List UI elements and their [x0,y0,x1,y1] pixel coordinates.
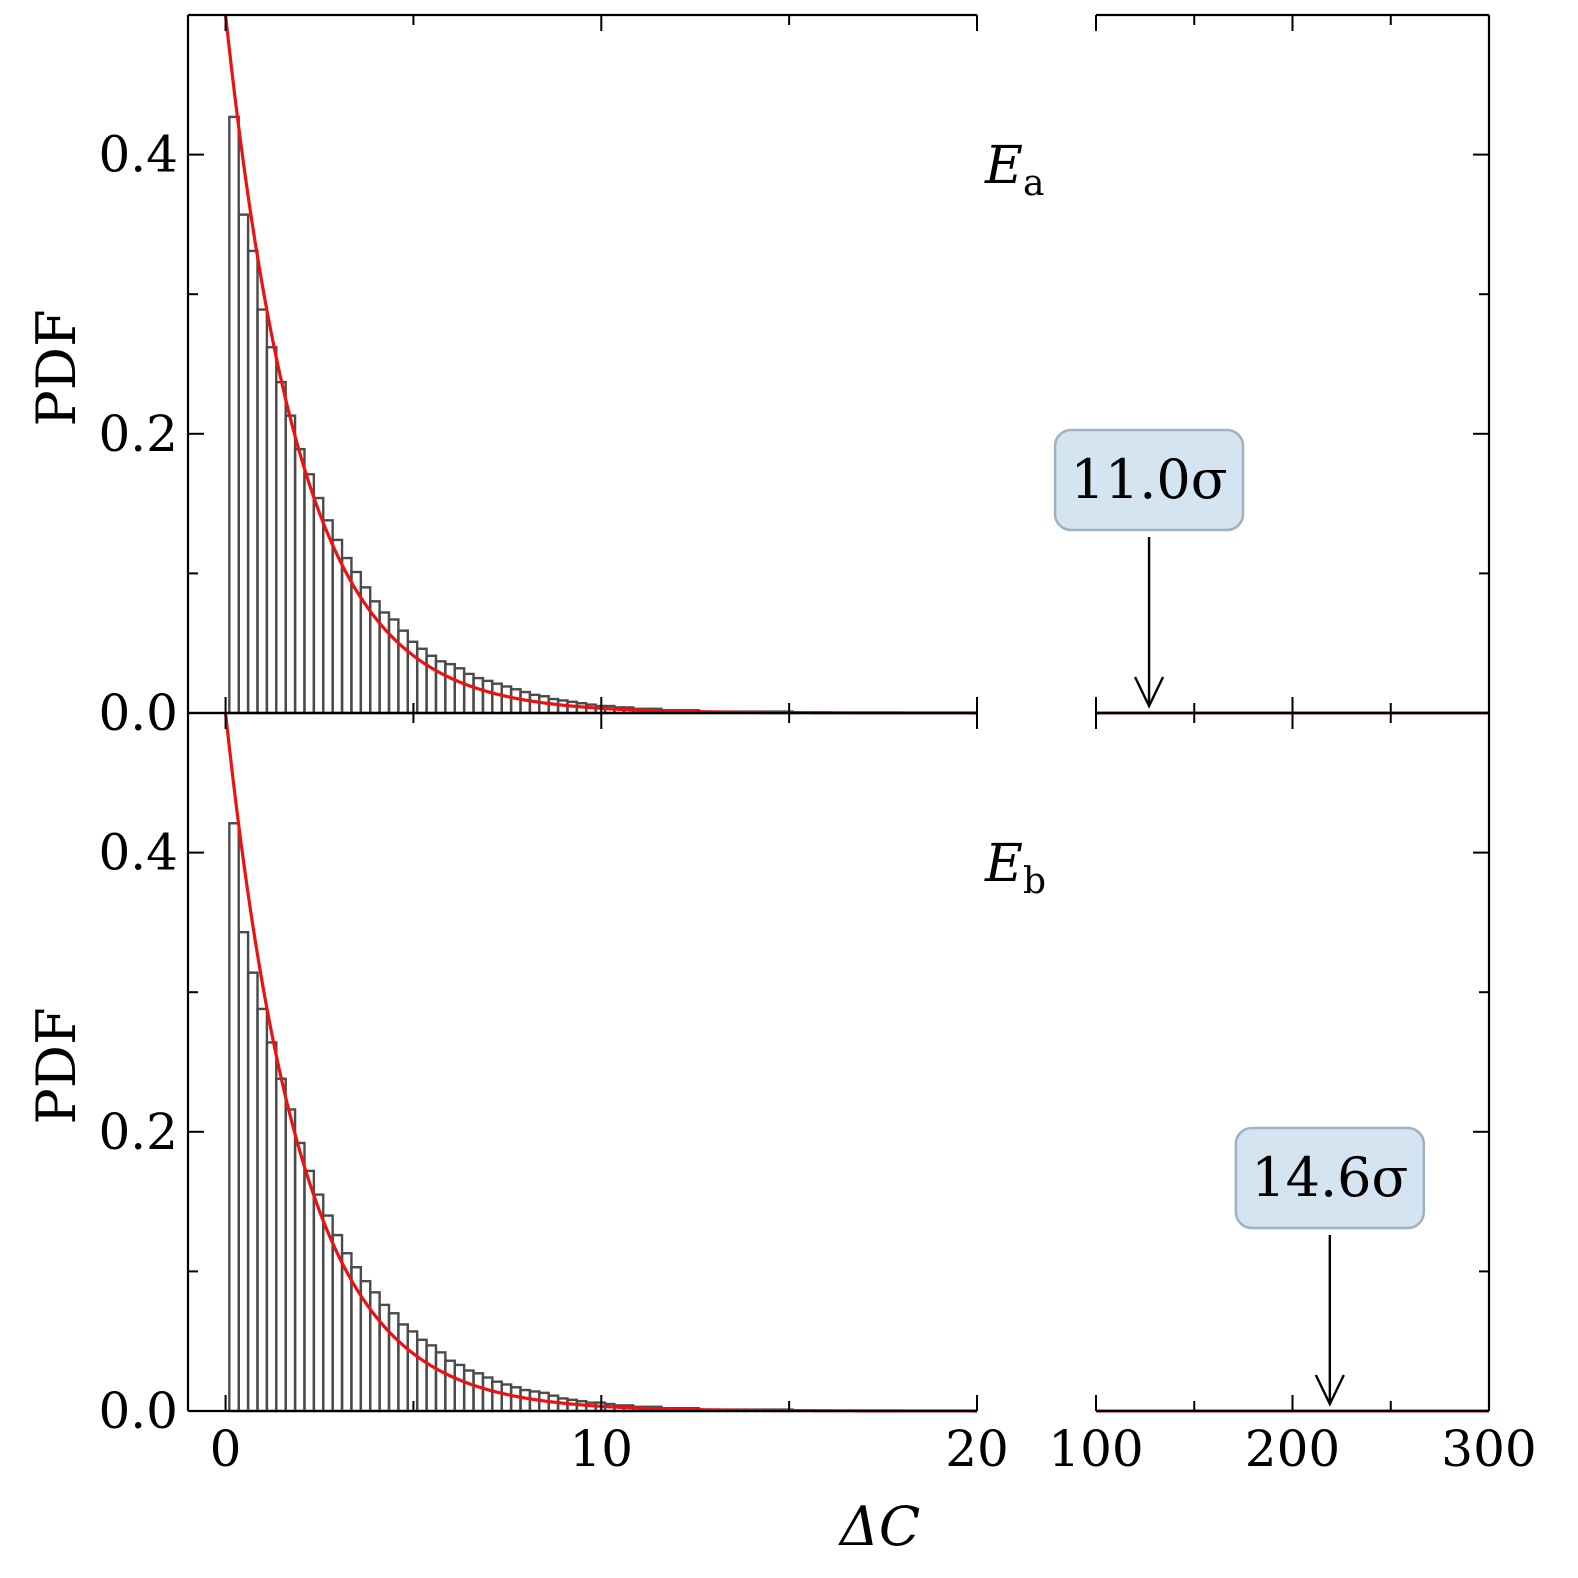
fit-curve-b [223,712,977,1413]
histogram-bar-a [237,213,250,715]
histogram-bar-b [228,822,240,1413]
histogram-bar-b [491,1380,503,1413]
chart-marks: 0.0 0.2 0.4 11.0σ 0.0 0.2 0.4 14.6σ 0 10 20 100 200 3… [98,13,1537,1478]
histogram-bar-b [444,1359,456,1413]
histogram-bar-b [237,930,250,1413]
y-tick-label-a: 0.2 [98,405,178,463]
y-tick-label-b: 0.0 [98,1382,178,1440]
histogram-bar-b [387,1312,400,1413]
histogram-bar-b [415,1338,428,1413]
panel-label-a-sub: a [1023,163,1044,204]
histogram-bar-b [481,1376,494,1413]
panel-label-a-main: E [984,136,1023,196]
histogram-bar-b [434,1351,447,1413]
x-tick-label: 10 [569,1420,633,1478]
annotation-arrowhead-a [1133,676,1165,709]
histogram-bar-b [322,1214,334,1413]
annotation-text-a: 11.0σ [1071,448,1228,511]
histogram-bar-a [256,308,269,715]
histogram-bar-b [275,1077,287,1413]
histogram-bar-a [434,660,447,715]
fit-curve-a [223,14,977,715]
histogram-bar-a [509,688,522,715]
histogram-bar-b [293,1141,306,1413]
histogram-bar-b [303,1169,316,1413]
annotation-text-b: 14.6σ [1251,1146,1408,1209]
histogram-bar-a [472,676,485,715]
histogram-bar-a [481,679,494,715]
histogram-bar-b [462,1369,475,1413]
histogram-bar-a [293,447,306,715]
histogram-bar-b [284,1108,297,1413]
histogram-bar-a [246,249,259,715]
histogram-bar-a [331,538,344,715]
histogram-bar-b [519,1388,532,1413]
histogram-bar-a [322,519,334,715]
histogram-bar-b [312,1193,325,1413]
histogram-bar-a [265,346,278,715]
histogram-bar-a [312,496,325,715]
x-tick-label: 0 [210,1420,242,1478]
histogram-bar-a [453,667,466,715]
histogram-bar-b [425,1344,438,1413]
y-tick-label-a: 0.4 [98,126,178,184]
histogram-bar-a [491,682,503,715]
y-axis-label-panel-a: PDF [25,309,88,426]
y-tick-label-b: 0.2 [98,1103,178,1161]
panel-label-a: Ea [984,136,1044,204]
histogram-bar-a [444,662,456,715]
y-tick-label-b: 0.4 [98,824,178,882]
histogram-bar-b [406,1330,419,1413]
histogram-bar-a [519,690,532,715]
histogram-bar-b [472,1372,485,1413]
histogram-bar-a [528,693,541,715]
x-tick-label: 100 [1048,1420,1143,1478]
histogram-bar-a [500,685,513,715]
x-tick-label: 200 [1245,1420,1340,1478]
histogram-bar-b [397,1323,409,1413]
x-axis-label: ΔC [838,1495,920,1558]
histogram-bar-b [509,1386,522,1413]
histogram-bar-b [453,1363,466,1413]
panel-label-b-main: E [984,834,1023,894]
histogram-bar-a [462,672,475,715]
histogram-bar-a [303,473,316,715]
histogram-bar-a [275,380,287,715]
x-tick-label: 300 [1441,1420,1536,1478]
histogram-bar-b [500,1383,513,1413]
annotation-box-b [1234,1126,1426,1230]
annotation-arrowhead-b [1314,1374,1345,1407]
panel-b: PDF Eb [25,834,1046,1125]
histogram-bar-b [256,1007,269,1413]
panel-label-b-sub: b [1023,861,1046,902]
histogram-bar-a [228,115,240,715]
histogram-bar-b [246,971,259,1413]
y-axis-label-panel-b: PDF [25,1007,88,1124]
annotation-box-a [1053,428,1245,532]
panel-label-b: Eb [984,834,1046,902]
histogram-bar-b [265,1041,278,1413]
x-tick-label: 20 [945,1420,1009,1478]
histogram-bar-a [284,414,297,715]
y-tick-label-a: 0.0 [98,684,178,742]
panel-a: PDF Ea [25,136,1044,427]
